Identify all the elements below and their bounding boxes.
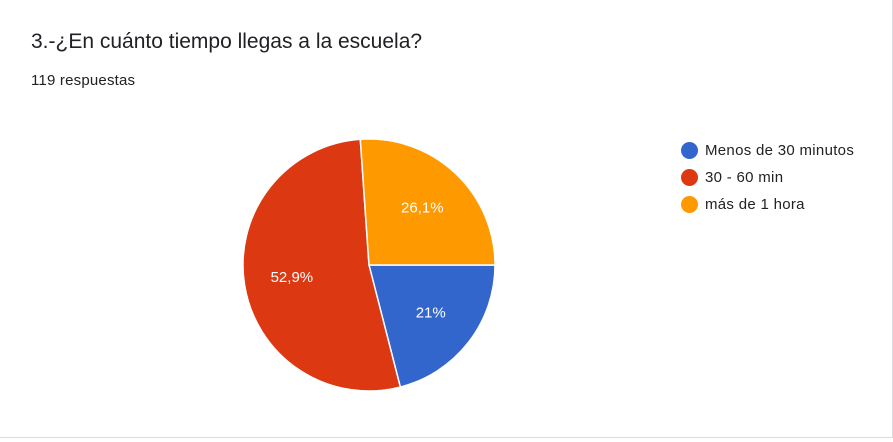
legend-swatch-icon xyxy=(681,142,698,159)
pie-slice-label-menos-de-30-minutos: 21% xyxy=(416,304,446,321)
legend-item-30-60-min[interactable]: 30 - 60 min xyxy=(681,164,854,191)
response-count: 119 respuestas xyxy=(31,72,136,89)
chart-legend: Menos de 30 minutos 30 - 60 min más de 1 h… xyxy=(681,137,854,218)
legend-label: 30 - 60 min xyxy=(705,169,784,186)
legend-swatch-icon xyxy=(681,169,698,186)
pie-slice-menos-de-30-minutos[interactable] xyxy=(368,264,496,388)
pie-slices xyxy=(242,138,496,392)
question-title: 3.-¿En cuánto tiempo llegas a la escuela… xyxy=(31,30,423,53)
legend-item-menos-de-30-minutos[interactable]: Menos de 30 minutos xyxy=(681,137,854,164)
legend-label: más de 1 hora xyxy=(705,196,805,213)
legend-label: Menos de 30 minutos xyxy=(705,142,855,159)
pie-slice-30-60-min[interactable] xyxy=(242,138,402,392)
pie-slice-label-30-60-min: 52,9% xyxy=(271,269,314,286)
legend-item-mas-de-1-hora[interactable]: más de 1 hora xyxy=(681,191,854,218)
legend-swatch-icon xyxy=(681,196,698,213)
pie-slice-label-mas-de-1-hora: 26,1% xyxy=(401,199,444,216)
pie-labels: 21% 52,9% 26,1% xyxy=(271,199,446,321)
pie-slice-mas-de-1-hora[interactable] xyxy=(359,138,496,266)
